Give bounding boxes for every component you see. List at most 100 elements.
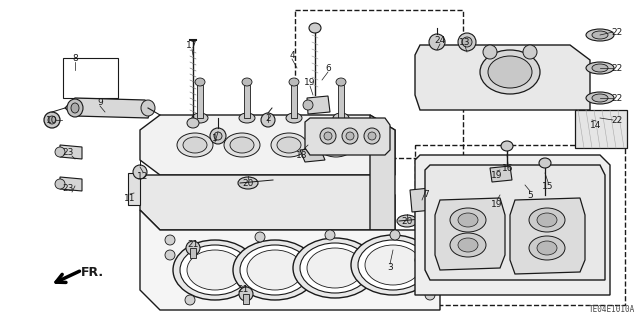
Ellipse shape (537, 213, 557, 227)
Ellipse shape (230, 137, 254, 153)
Text: 6: 6 (325, 63, 331, 73)
Bar (197, 85, 203, 118)
Polygon shape (415, 45, 590, 110)
Ellipse shape (180, 245, 250, 295)
Text: 5: 5 (527, 190, 533, 199)
Text: 18: 18 (296, 150, 308, 159)
Ellipse shape (501, 141, 513, 151)
Polygon shape (415, 155, 610, 295)
Circle shape (346, 132, 354, 140)
Circle shape (133, 165, 147, 179)
Text: 20: 20 (401, 217, 413, 226)
Ellipse shape (187, 250, 243, 290)
Ellipse shape (289, 78, 299, 86)
Ellipse shape (333, 113, 349, 123)
Polygon shape (65, 98, 152, 118)
Ellipse shape (239, 113, 255, 123)
Text: 21: 21 (237, 285, 249, 294)
Ellipse shape (458, 238, 478, 252)
Text: 17: 17 (186, 41, 198, 50)
Text: 4: 4 (289, 51, 295, 60)
Ellipse shape (300, 243, 370, 293)
Circle shape (48, 116, 56, 124)
Text: TE04E1010A: TE04E1010A (589, 305, 635, 314)
Text: 9: 9 (97, 98, 103, 107)
Text: 16: 16 (502, 164, 514, 172)
Circle shape (44, 112, 60, 128)
Circle shape (390, 230, 400, 240)
Polygon shape (300, 148, 325, 162)
Circle shape (325, 230, 335, 240)
Ellipse shape (242, 78, 252, 86)
Polygon shape (410, 188, 432, 212)
Ellipse shape (539, 158, 551, 168)
Polygon shape (490, 166, 512, 182)
Bar (244, 85, 250, 118)
Ellipse shape (592, 64, 608, 72)
Circle shape (165, 250, 175, 260)
Bar (338, 85, 344, 118)
Circle shape (185, 295, 195, 305)
Circle shape (55, 179, 65, 189)
Polygon shape (305, 118, 390, 155)
Polygon shape (435, 198, 505, 270)
Ellipse shape (592, 114, 608, 122)
Ellipse shape (277, 137, 301, 153)
Text: 13: 13 (460, 37, 471, 46)
Ellipse shape (177, 133, 213, 157)
Text: 20: 20 (243, 179, 253, 188)
Circle shape (483, 45, 497, 59)
Circle shape (165, 235, 175, 245)
Ellipse shape (271, 133, 307, 157)
Bar (415, 145, 625, 305)
Polygon shape (60, 177, 82, 191)
Circle shape (214, 132, 222, 140)
Text: 12: 12 (138, 172, 148, 180)
Ellipse shape (450, 208, 486, 232)
Ellipse shape (450, 233, 486, 257)
Circle shape (239, 287, 253, 301)
Circle shape (210, 128, 226, 144)
Circle shape (303, 100, 313, 110)
Ellipse shape (183, 137, 207, 153)
Ellipse shape (238, 177, 258, 189)
Polygon shape (370, 115, 395, 230)
Circle shape (458, 33, 476, 51)
Ellipse shape (195, 78, 205, 86)
Ellipse shape (247, 250, 303, 290)
Polygon shape (140, 115, 395, 175)
Polygon shape (140, 210, 440, 310)
Ellipse shape (480, 50, 540, 94)
Bar (190, 248, 196, 258)
Text: 15: 15 (542, 181, 554, 190)
Ellipse shape (318, 133, 354, 157)
Text: 10: 10 (46, 116, 58, 124)
Ellipse shape (286, 113, 302, 123)
Bar (291, 85, 297, 118)
Ellipse shape (397, 215, 417, 227)
Ellipse shape (240, 245, 310, 295)
Ellipse shape (586, 62, 614, 74)
Ellipse shape (71, 103, 79, 113)
Text: 7: 7 (423, 189, 429, 198)
Ellipse shape (293, 238, 377, 298)
Circle shape (342, 128, 358, 144)
Ellipse shape (307, 248, 363, 288)
Bar (295, 10, 463, 158)
Ellipse shape (458, 213, 478, 227)
Circle shape (368, 132, 376, 140)
Circle shape (462, 37, 472, 47)
Text: 8: 8 (72, 53, 78, 62)
Ellipse shape (324, 137, 348, 153)
Circle shape (255, 232, 265, 242)
Bar (243, 294, 249, 304)
Text: 14: 14 (590, 121, 602, 130)
Circle shape (55, 147, 65, 157)
Ellipse shape (309, 23, 321, 33)
Circle shape (324, 132, 332, 140)
Ellipse shape (592, 31, 608, 39)
Ellipse shape (586, 29, 614, 41)
Text: FR.: FR. (81, 266, 104, 278)
Text: 22: 22 (611, 93, 623, 102)
Ellipse shape (592, 94, 608, 102)
